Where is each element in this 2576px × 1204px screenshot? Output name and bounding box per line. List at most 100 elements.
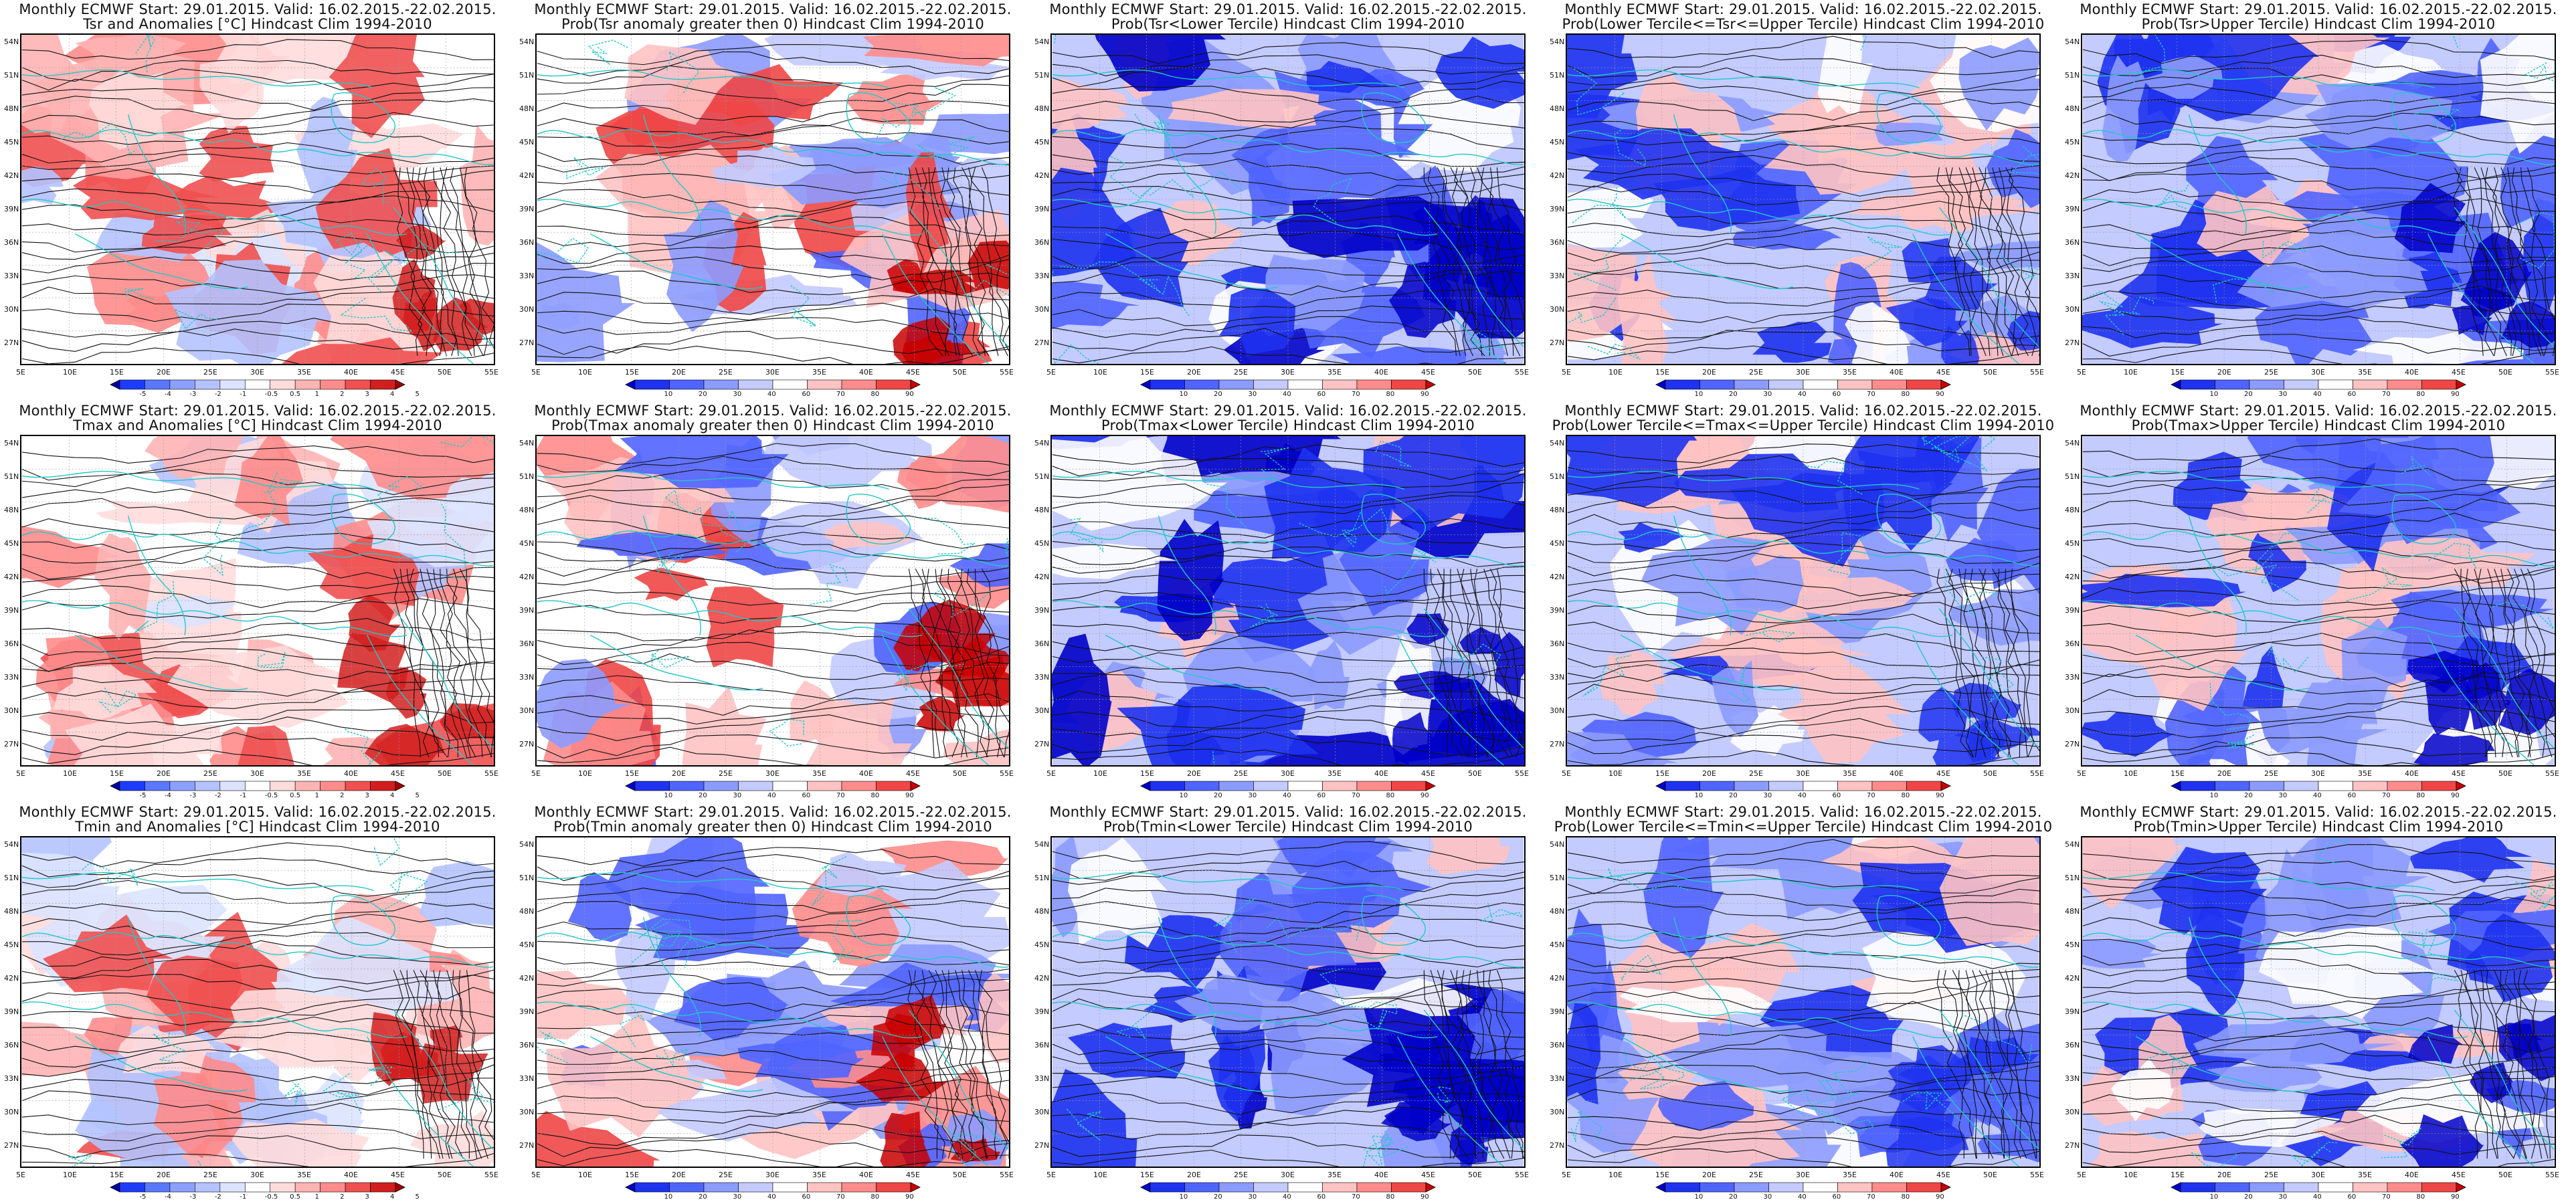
longitude-label: 10E [578, 368, 592, 377]
panel-title-line1: Monthly ECMWF Start: 29.01.2015. Valid: … [0, 804, 515, 820]
panel-title-line1: Monthly ECMWF Start: 29.01.2015. Valid: … [2061, 403, 2576, 419]
colorbar-swatch [842, 1183, 877, 1192]
colorbar-swatch [2422, 380, 2457, 389]
longitude-label: 30E [1796, 769, 1810, 778]
colorbar-label: 1 [315, 1193, 319, 1201]
longitude-label: 30E [1281, 1171, 1295, 1179]
colorbar-swatch [270, 380, 295, 389]
colorbar-label: 70 [1867, 1193, 1875, 1201]
latitude-label: 45N [1034, 138, 1049, 146]
colorbar-swatch [245, 1183, 270, 1192]
colorbar-label: 80 [1902, 391, 1910, 398]
longitude-label: 50E [1983, 368, 1997, 377]
latitude-label: 30N [519, 1108, 534, 1116]
colorbar-swatch [2387, 1183, 2422, 1192]
latitude-label: 33N [1550, 272, 1564, 280]
colorbar-swatch [145, 1183, 169, 1192]
map-frame [20, 33, 495, 365]
colorbar-swatch [635, 781, 670, 791]
longitude-label: 5E [1046, 368, 1056, 377]
longitude-label: 10E [578, 769, 592, 778]
map-canvas [1567, 837, 2039, 1167]
map-canvas [21, 436, 494, 765]
longitude-label: 5E [1562, 1171, 1571, 1179]
colorbar-swatch [371, 380, 395, 389]
map-canvas [1567, 35, 2039, 364]
colorbar-swatch [295, 781, 320, 791]
colorbar-label: 40 [767, 391, 776, 398]
longitude-label: 25E [2264, 769, 2278, 778]
colorbar [110, 380, 405, 389]
latitude-label: 27N [519, 740, 534, 748]
map-frame [1566, 33, 2041, 365]
colorbar-label: 10 [2210, 792, 2219, 799]
latitude-label: 36N [2065, 238, 2080, 247]
longitude-label: 20E [2217, 769, 2231, 778]
colorbar-label: 3 [365, 391, 369, 398]
longitude-label: 50E [1468, 1171, 1482, 1179]
colorbar-swatch [1700, 781, 1735, 791]
colorbar-label: 90 [905, 792, 914, 799]
colorbar-swatch [195, 1183, 219, 1192]
map-panel: Monthly ECMWF Start: 29.01.2015. Valid: … [515, 803, 1030, 1204]
longitude-label: 45E [1936, 368, 1950, 377]
colorbar-swatch [245, 380, 270, 389]
longitude-label: 35E [2358, 1171, 2372, 1179]
longitude-label: 10E [2124, 1171, 2138, 1179]
colorbar-label: 40 [1283, 792, 1291, 799]
colorbar-label: 20 [1214, 391, 1222, 398]
latitude-label: 42N [2065, 974, 2080, 983]
longitude-label: 15E [1140, 1171, 1154, 1179]
colorbar-label: 30 [733, 391, 742, 398]
panel-title-line1: Monthly ECMWF Start: 29.01.2015. Valid: … [1546, 804, 2061, 820]
colorbar-label: 40 [2313, 792, 2322, 799]
latitude-label: 45N [1550, 138, 1564, 146]
latitude-label: 30N [2065, 305, 2080, 314]
longitude-label: 45E [1421, 368, 1435, 377]
longitude-label: 30E [765, 769, 779, 778]
longitude-label: 15E [110, 769, 124, 778]
panel-title-line2: Tmin and Anomalies [°C] Hindcast Clim 19… [0, 819, 515, 835]
latitude-label: 33N [1034, 272, 1049, 280]
colorbar-label: 70 [2382, 391, 2391, 398]
colorbar-swatch [320, 1183, 345, 1192]
latitude-label: 54N [2065, 439, 2080, 447]
longitude-label: 5E [2077, 368, 2086, 377]
colorbar-label: 40 [767, 1193, 776, 1201]
colorbar-label: 60 [802, 391, 811, 398]
colorbar-label: 90 [1936, 1193, 1944, 1201]
colorbar-label: 30 [1764, 391, 1772, 398]
colorbar-label: 60 [802, 792, 811, 799]
colorbar-label: 2 [340, 792, 344, 799]
longitude-label: 20E [1187, 1171, 1201, 1179]
latitude-label: 45N [4, 539, 19, 548]
colorbar-swatch [1803, 380, 1838, 389]
latitude-label: 33N [2065, 1074, 2080, 1083]
colorbar-label: 20 [1729, 1193, 1738, 1201]
longitude-label: 55E [1000, 1171, 1014, 1179]
colorbar-swatch [773, 1183, 808, 1192]
longitude-label: 35E [1327, 368, 1342, 377]
colorbar-label: 0.5 [290, 792, 300, 799]
latitude-label: 51N [2065, 71, 2080, 80]
map-frame [2081, 435, 2556, 767]
colorbar-label: 30 [1764, 792, 1772, 799]
latitude-label: 48N [1034, 907, 1049, 916]
latitude-label: 36N [519, 639, 534, 648]
map-panel: Monthly ECMWF Start: 29.01.2015. Valid: … [1546, 0, 2061, 401]
colorbar-swatch [1872, 1183, 1907, 1192]
map-canvas [537, 837, 1009, 1167]
map-canvas [1052, 35, 1524, 364]
latitude-label: 36N [2065, 1041, 2080, 1049]
colorbar [1141, 781, 1435, 791]
latitude-label: 33N [4, 673, 19, 682]
longitude-label: 50E [2498, 1171, 2512, 1179]
longitude-label: 35E [297, 769, 311, 778]
colorbar-swatch [2387, 781, 2422, 791]
latitude-label: 48N [2065, 907, 2080, 916]
colorbar-label: 70 [1867, 792, 1875, 799]
colorbar-label: 5 [415, 1193, 419, 1201]
colorbar-swatch [2181, 1183, 2215, 1192]
map-panel: Monthly ECMWF Start: 29.01.2015. Valid: … [2061, 401, 2576, 803]
latitude-label: 33N [519, 673, 534, 682]
